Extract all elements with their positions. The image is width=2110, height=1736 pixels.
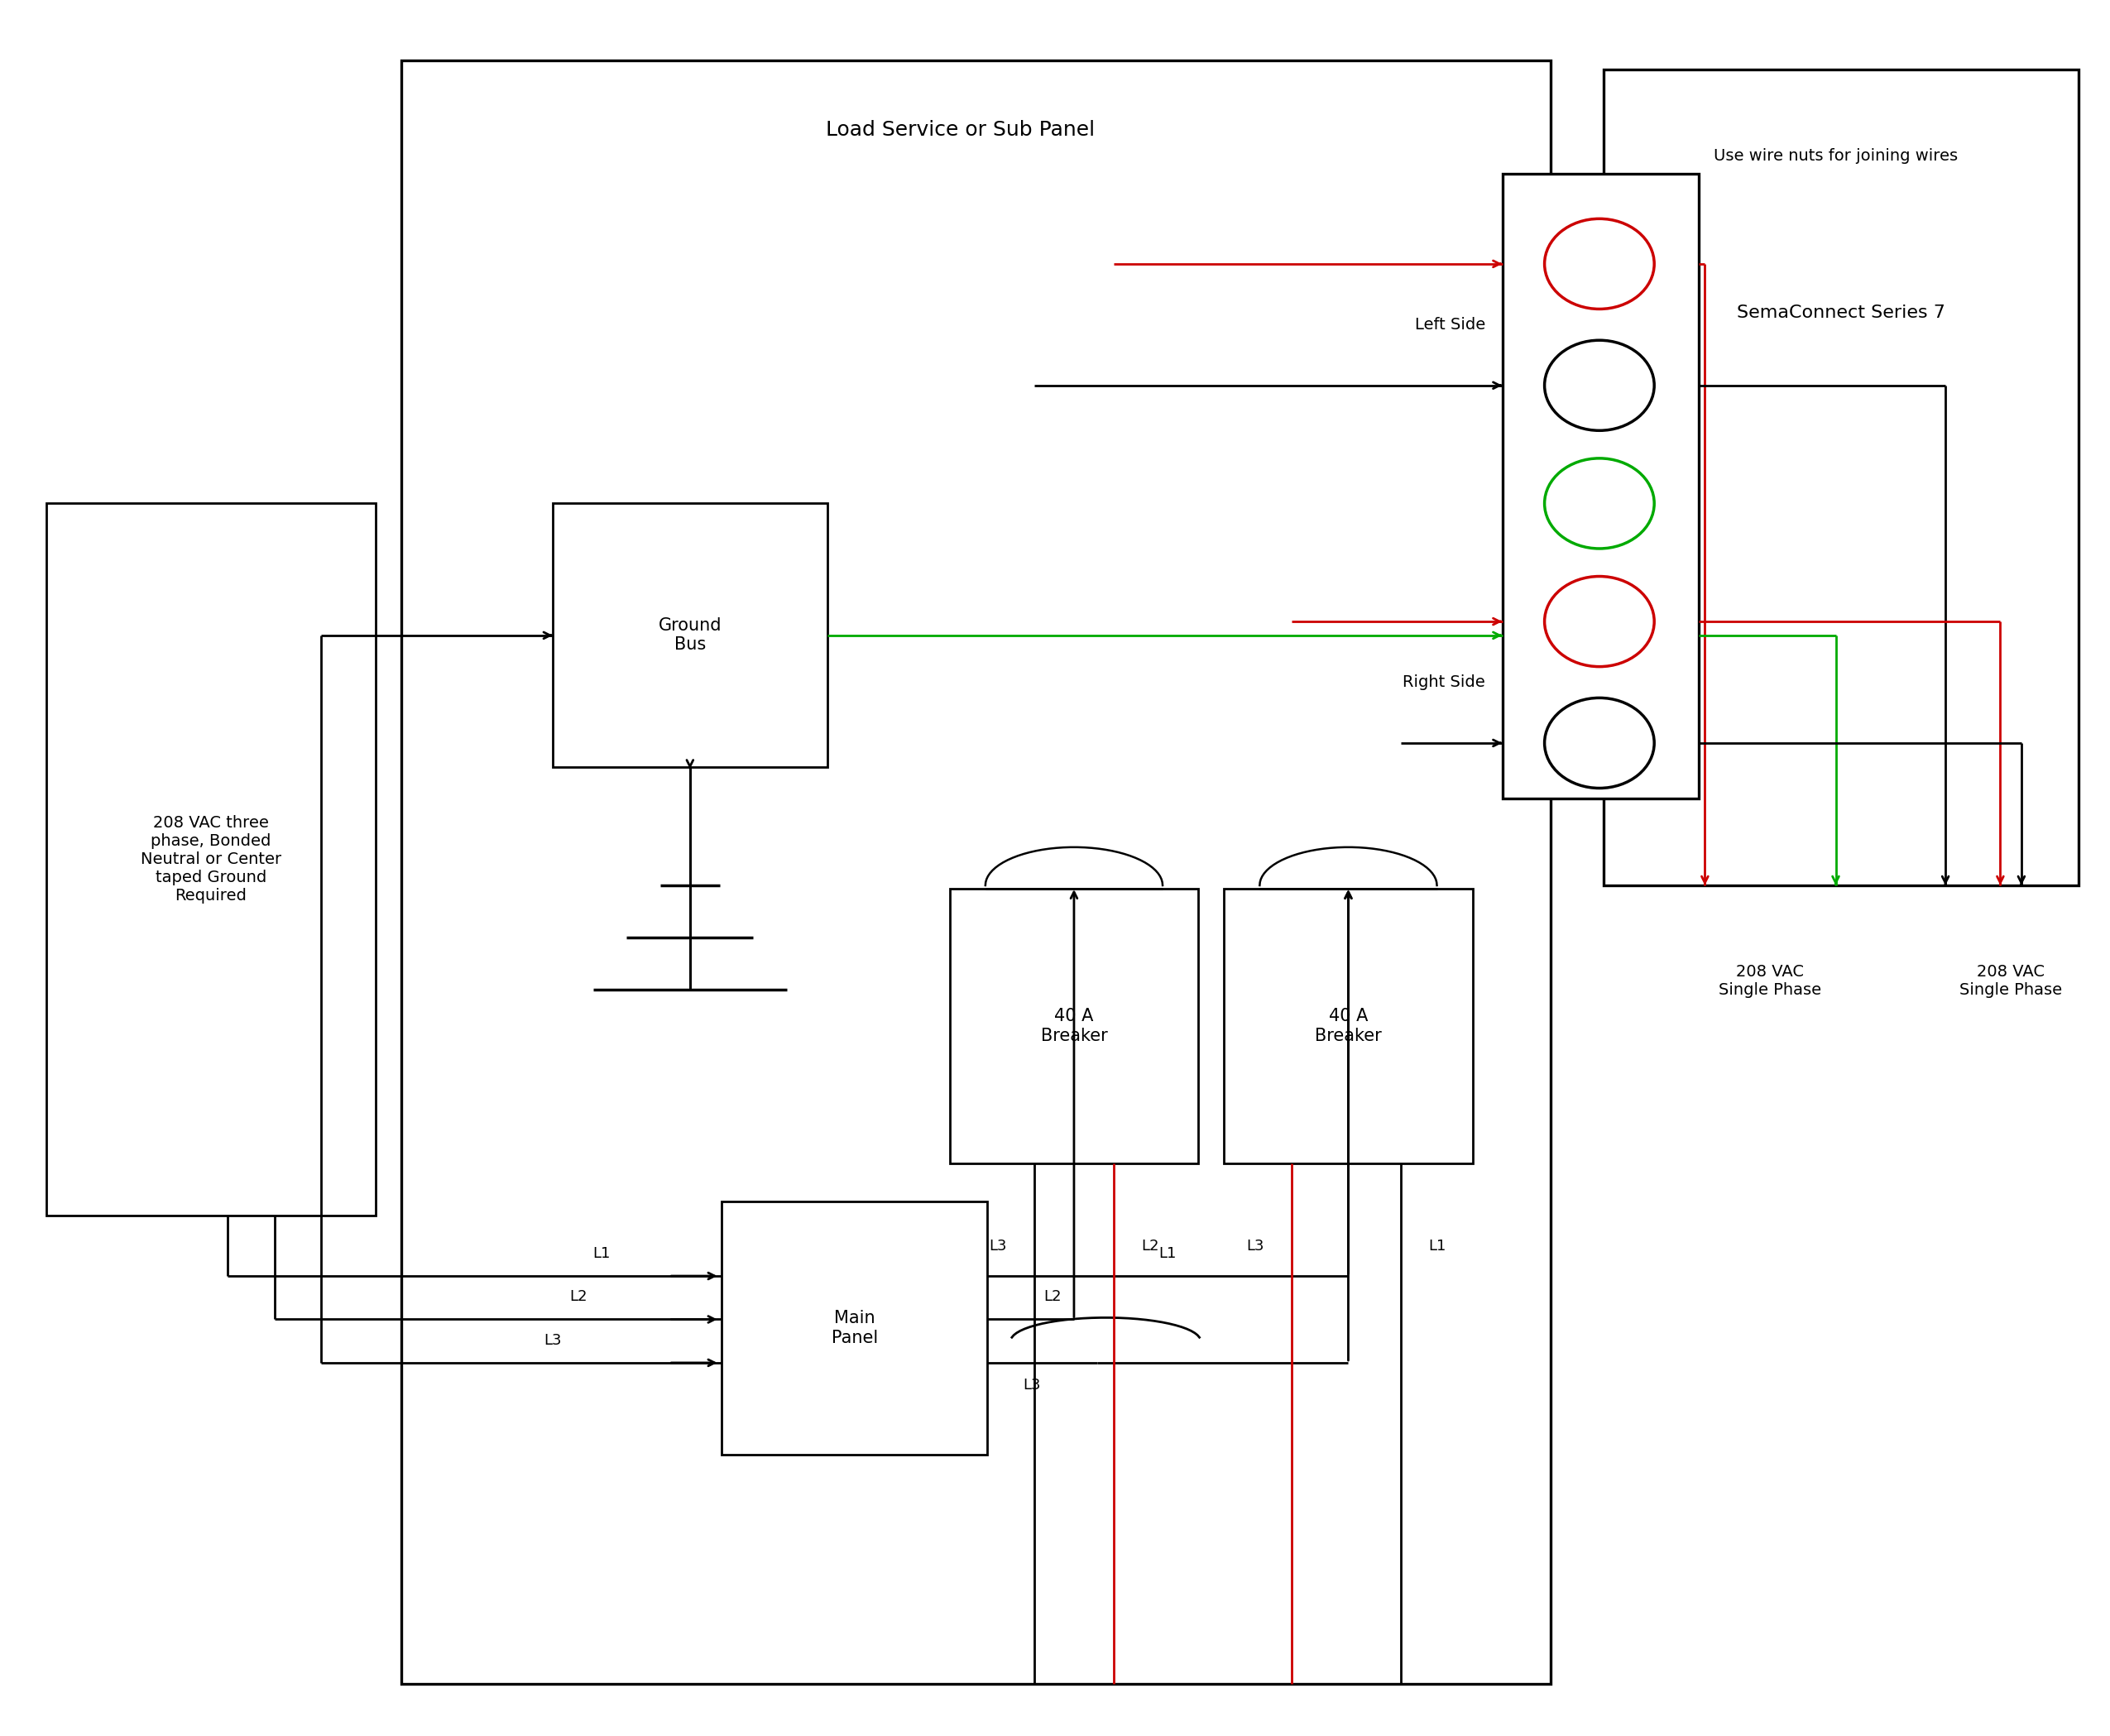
Polygon shape — [553, 503, 827, 767]
Text: L3: L3 — [544, 1333, 561, 1347]
Text: L3: L3 — [1023, 1378, 1040, 1392]
Text: 40 A
Breaker: 40 A Breaker — [1040, 1009, 1108, 1043]
Text: 208 VAC
Single Phase: 208 VAC Single Phase — [1960, 963, 2061, 998]
Text: 40 A
Breaker: 40 A Breaker — [1315, 1009, 1382, 1043]
Polygon shape — [1604, 69, 2078, 885]
Text: L2: L2 — [1142, 1240, 1158, 1253]
Text: L2: L2 — [1044, 1290, 1061, 1304]
Circle shape — [1545, 458, 1654, 549]
Text: L1: L1 — [1158, 1246, 1177, 1260]
Circle shape — [1545, 340, 1654, 431]
Circle shape — [1545, 219, 1654, 309]
Polygon shape — [46, 503, 376, 1215]
Text: Ground
Bus: Ground Bus — [658, 618, 722, 653]
Polygon shape — [1224, 889, 1473, 1163]
Text: 208 VAC
Single Phase: 208 VAC Single Phase — [1720, 963, 1821, 998]
Text: L1: L1 — [593, 1246, 610, 1260]
Text: L1: L1 — [1428, 1240, 1445, 1253]
Text: Right Side: Right Side — [1403, 674, 1485, 691]
Circle shape — [1545, 698, 1654, 788]
Text: SemaConnect Series 7: SemaConnect Series 7 — [1737, 304, 1945, 321]
Circle shape — [1545, 576, 1654, 667]
Text: L3: L3 — [990, 1240, 1006, 1253]
Polygon shape — [1502, 174, 1699, 799]
Text: Left Side: Left Side — [1416, 316, 1485, 333]
Text: Main
Panel: Main Panel — [831, 1311, 878, 1345]
Polygon shape — [949, 889, 1198, 1163]
Text: L3: L3 — [1247, 1240, 1264, 1253]
Text: Load Service or Sub Panel: Load Service or Sub Panel — [825, 120, 1095, 141]
Text: Use wire nuts for joining wires: Use wire nuts for joining wires — [1713, 148, 1958, 165]
Polygon shape — [401, 61, 1551, 1684]
Text: L2: L2 — [570, 1290, 587, 1304]
Polygon shape — [722, 1201, 987, 1455]
Text: 208 VAC three
phase, Bonded
Neutral or Center
taped Ground
Required: 208 VAC three phase, Bonded Neutral or C… — [141, 814, 281, 904]
